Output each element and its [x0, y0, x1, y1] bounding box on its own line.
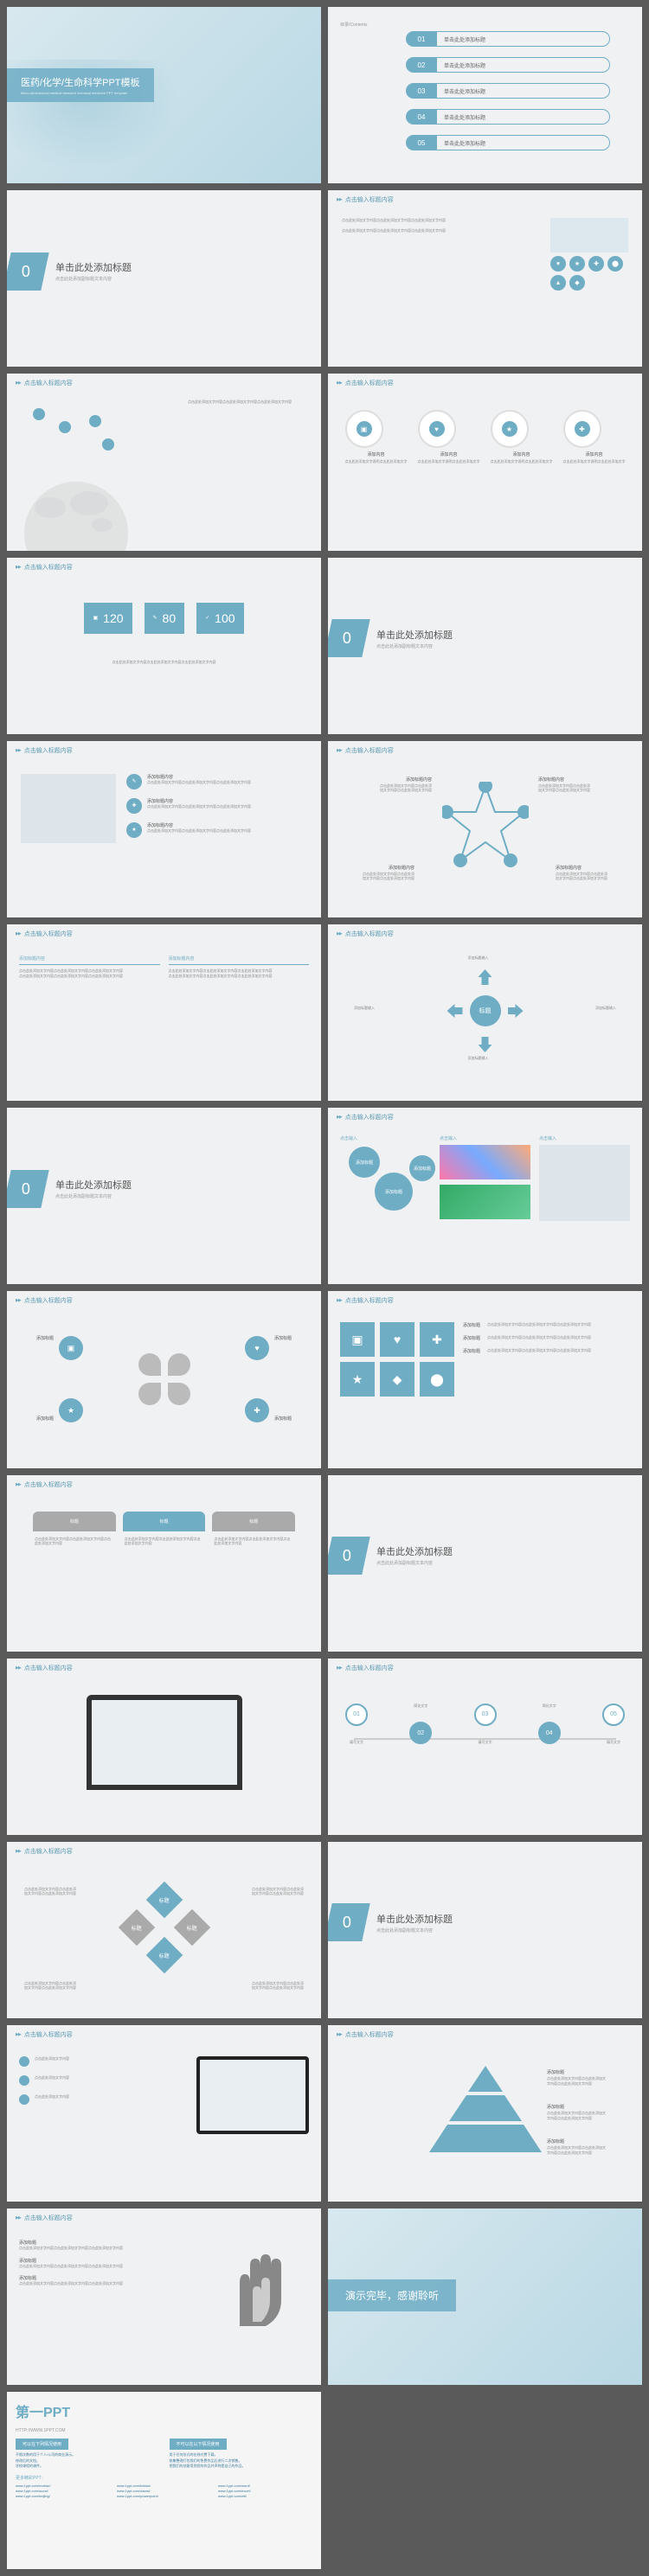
- section-number: 0: [7, 252, 49, 291]
- slide-title: 医药/化学/生命科学PPT模板 Micro-dimensional medica…: [7, 7, 321, 183]
- footer-logo: 第一PPT: [16, 2400, 70, 2421]
- toc-item: 05单击此处添加标题: [406, 133, 610, 152]
- image-placeholder: [440, 1185, 530, 1219]
- toc-item: 02单击此处添加标题: [406, 55, 610, 74]
- stat-box: ▣120: [84, 603, 132, 634]
- slide-two-boxes: 点击输入标题内容 添加标题内容 点击此处添加文字内容点击此处添加文字内容点击此处…: [7, 924, 321, 1101]
- slide-section-3: 0 单击此处添加标题点击此处添加副标题文本内容: [7, 1108, 321, 1284]
- slide-stats: 点击输入标题内容 ▣120 ✎80 ✓100 点击此处添加文字内容点击此处添加文…: [7, 558, 321, 734]
- icon-circle: ♥: [550, 256, 566, 272]
- feature-circle: ▣: [345, 410, 383, 448]
- slide-header: 点击输入标题内容: [328, 190, 642, 209]
- slide-end: 演示完毕，感谢聆听: [328, 2208, 642, 2385]
- slide-diamonds: 点击输入标题内容 标题 标题 标题 标题 点击此处添加文字内容点击此处添加文字内…: [7, 1842, 321, 2018]
- slide-tablet: 点击输入标题内容 点击此处添加文字内容 点击此处添加文字内容 点击此处添加文字内…: [7, 2025, 321, 2202]
- laptop-frame: [87, 1695, 242, 1790]
- slide-pyramid: 点击输入标题内容 添加标题点击此处添加文字内容点击此处添加文字内容点击此处添加文…: [328, 2025, 642, 2202]
- slide-arrows4: 点击输入标题内容 标题 添加标题输入 添加标题输入 添加标题输入 添加标题输入: [328, 924, 642, 1101]
- slide-section-5: 0 单击此处添加标题点击此处添加副标题文本内容: [328, 1842, 642, 2018]
- arrow-right-icon: [508, 1004, 524, 1018]
- image-placeholder: [21, 774, 116, 843]
- slide-timeline: 点击输入标题内容 01填写文字 简化文字02 03填写文字 简化文字04 05填…: [328, 1659, 642, 1835]
- image-placeholder: [440, 1145, 530, 1179]
- pyramid-diagram: [429, 2066, 542, 2152]
- slide-circles4: 点击输入标题内容 ▣添加内容点击此处添加文字说明点击此处添加文字 ♥添加内容点击…: [328, 374, 642, 550]
- slide-star: 点击输入标题内容 添加标题内容点击此处添加文字内容点击此处添加文字内容点击此处添…: [328, 741, 642, 917]
- hand-icon: [214, 2240, 309, 2335]
- arrow-down-icon: [479, 1037, 492, 1052]
- slide-laptop: 点击输入标题内容: [7, 1659, 321, 1835]
- slide-worldmap: 点击输入标题内容 点击此处添加文字内容点击此处添加文字内容点击此处添加文字内容: [7, 374, 321, 550]
- slide-tabs3: 点击输入标题内容 标题点击此处添加文字内容点击此处添加文字内容点击此处添加文字内…: [7, 1475, 321, 1652]
- world-map-icon: [16, 464, 137, 551]
- end-text: 演示完毕，感谢聆听: [328, 2279, 456, 2311]
- section-subtitle: 点击此处添加副标题文本内容: [55, 276, 132, 282]
- map-pin: [33, 408, 45, 420]
- toc-item: 01单击此处添加标题: [406, 29, 610, 48]
- arrow-left-icon: [447, 1004, 463, 1018]
- slide-petals: 点击输入标题内容 ▣ ♥ ★ ✚ 添加标题 添加标题 添加标题 添加标题: [7, 1291, 321, 1467]
- image-placeholder: [539, 1145, 630, 1221]
- slide-contents: 目录/Contents 01单击此处添加标题 02单击此处添加标题 03单击此处…: [328, 7, 642, 183]
- slide-4: 点击输入标题内容 点击此处添加文字内容点击此处添加文字内容点击此处添加文字内容 …: [328, 190, 642, 367]
- slide-bubbles: 点击输入标题内容 点击输入 添加标题 添加标题 添加标题 点击输入 点击输入: [328, 1108, 642, 1284]
- slide-footer: 第一PPT HTTP://WWW.1PPT.COM 可以在下列情况使用 不限次数…: [7, 2392, 321, 2568]
- subtitle: Micro-dimensional medical research chemi…: [21, 91, 140, 95]
- section-title: 单击此处添加标题: [55, 260, 132, 274]
- footer-btn: 可以在下列情况使用: [16, 2439, 68, 2450]
- tab: 标题: [33, 1512, 116, 1531]
- toc-item: 04单击此处添加标题: [406, 107, 610, 126]
- slide-grid6: 点击输入标题内容 ▣ ♥ ✚ ★ ◆ ⬤ 添加标题点击此处添加文字内容点击此处添…: [328, 1291, 642, 1467]
- star-diagram: [442, 782, 529, 868]
- slide-image-list: 点击输入标题内容 ✎添加标题内容点击此处添加文字内容点击此处添加文字内容点击此处…: [7, 741, 321, 917]
- tablet-frame: [196, 2056, 309, 2134]
- slide-grid: 医药/化学/生命科学PPT模板 Micro-dimensional medica…: [7, 7, 642, 2569]
- slide-section-4: 0 单击此处添加标题点击此处添加副标题文本内容: [328, 1475, 642, 1652]
- slide-section-1: 0 单击此处添加标题 点击此处添加副标题文本内容: [7, 190, 321, 367]
- timeline-node: 01: [345, 1703, 368, 1726]
- image-placeholder: [550, 218, 628, 252]
- main-title: 医药/化学/生命科学PPT模板: [21, 75, 140, 89]
- diamond-node: 标题: [145, 1882, 182, 1918]
- toc-title: 目录/Contents: [340, 19, 367, 29]
- slide-hand: 点击输入标题内容 添加标题点击此处添加文字内容点击此处添加文字内容点击此处添加文…: [7, 2208, 321, 2385]
- arrow-up-icon: [479, 969, 492, 985]
- center-node: 标题: [470, 995, 501, 1026]
- toc-item: 03单击此处添加标题: [406, 81, 610, 100]
- title-bar: 医药/化学/生命科学PPT模板 Micro-dimensional medica…: [7, 68, 154, 102]
- slide-section-2: 0 单击此处添加标题点击此处添加副标题文本内容: [328, 558, 642, 734]
